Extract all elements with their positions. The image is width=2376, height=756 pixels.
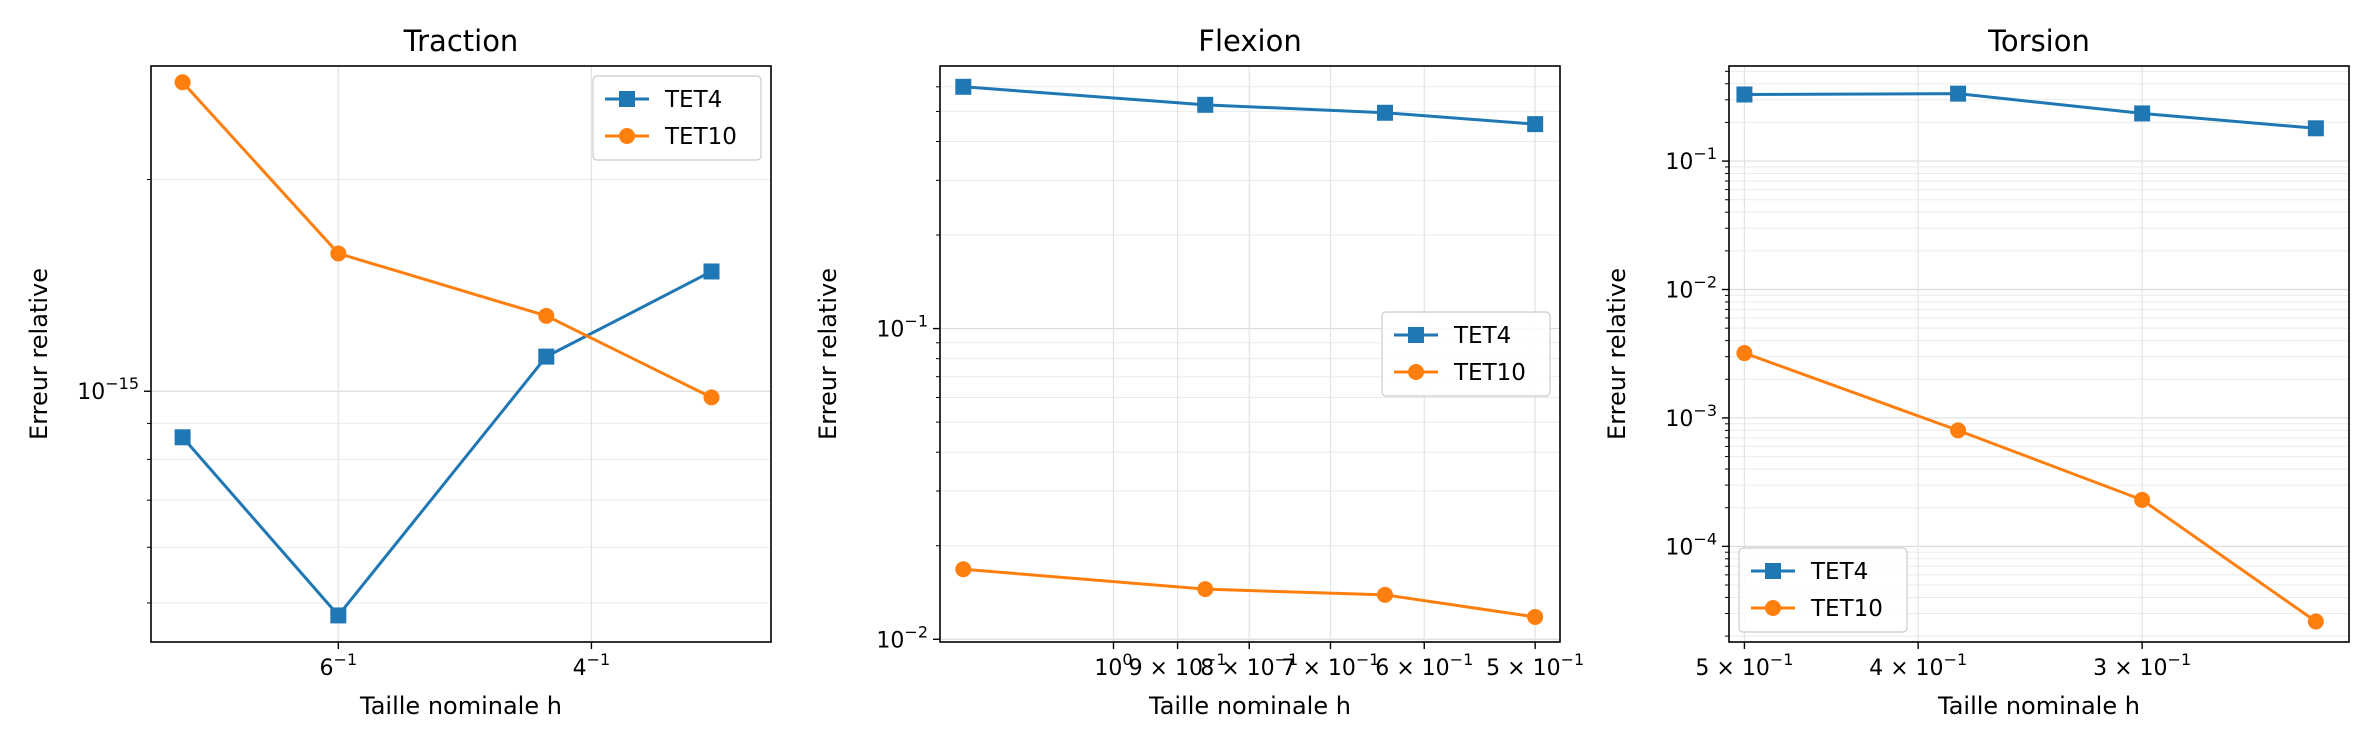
y-tick-label: 10−15 — [77, 374, 139, 405]
chart-title: Traction — [403, 24, 519, 58]
x-tick-label: 9 × 10−1 — [1129, 650, 1227, 681]
series-line-tet4 — [963, 85, 1536, 126]
legend-marker — [1765, 563, 1781, 579]
y-tick-label: 10−4 — [1665, 529, 1717, 560]
data-point-tet4 — [955, 78, 972, 95]
x-axis-label: Taille nominale h — [1937, 692, 2140, 720]
data-point-tet10 — [1197, 581, 1214, 598]
data-point-tet4 — [2307, 120, 2324, 137]
subplot-torsion: 5 × 10−1 4 × 10−1 3 × 10−1 10−4 10−3 10−2 10−1… — [1603, 24, 2350, 720]
y-tick-label: 10−1 — [1665, 144, 1717, 175]
subplot-traction: 6−1 4−1 10−15 Traction Taille nominale h Erre… — [25, 24, 772, 720]
y-tick-label: 10−1 — [876, 312, 928, 343]
y-axis-label: Erreur relative — [814, 268, 842, 440]
legend-marker — [619, 128, 635, 144]
series-line-tet4 — [1744, 92, 2316, 130]
chart-title: Flexion — [1198, 24, 1301, 58]
x-axis-label: Taille nominale h — [359, 692, 562, 720]
legend-label: TET10 — [1810, 596, 1883, 622]
y-axis-label: Erreur relative — [25, 268, 53, 440]
x-tick-label: 6−1 — [320, 650, 358, 681]
y-tick-label: 10−2 — [876, 622, 928, 653]
series-line-tet4 — [181, 270, 713, 618]
plot-frame — [939, 65, 1561, 643]
data-point-tet4 — [1376, 104, 1393, 121]
data-point-tet10 — [703, 389, 720, 406]
x-tick-label: 4 × 10−1 — [1869, 650, 1967, 681]
x-axis-label: Taille nominale h — [1148, 692, 1351, 720]
data-point-tet4 — [703, 263, 720, 280]
data-point-tet10 — [1527, 608, 1544, 625]
legend-label: TET10 — [664, 124, 737, 150]
y-axis-label: Erreur relative — [1603, 268, 1631, 440]
x-tick-label: 7 × 10−1 — [1281, 650, 1379, 681]
data-point-tet4 — [2134, 105, 2151, 122]
legend-label: TET4 — [664, 87, 722, 113]
data-point-tet4 — [174, 429, 191, 446]
data-point-tet10 — [330, 245, 347, 262]
series-line-tet10 — [1743, 351, 2317, 623]
x-tick-label: 5 × 10−1 — [1695, 650, 1793, 681]
legend-marker — [1765, 600, 1781, 616]
legend-label: TET10 — [1453, 360, 1526, 386]
data-point-tet10 — [538, 307, 555, 324]
data-point-tet10 — [1376, 586, 1393, 603]
data-point-tet10 — [1950, 422, 1967, 439]
legend: TET4 TET10 — [1738, 547, 1908, 633]
x-tick-label: 4−1 — [573, 650, 611, 681]
legend-marker — [619, 91, 635, 107]
series-line-tet10 — [181, 81, 713, 399]
legend-label: TET4 — [1810, 559, 1868, 585]
data-point-tet10 — [1736, 345, 1753, 362]
data-point-tet10 — [2307, 613, 2324, 630]
plot-frame — [150, 65, 772, 643]
legend: TET4 TET10 — [1381, 311, 1551, 397]
legend: TET4 TET10 — [592, 75, 762, 161]
y-tick-label: 10−3 — [1665, 401, 1717, 432]
legend-marker — [1408, 327, 1424, 343]
data-point-tet4 — [1527, 116, 1544, 133]
series-line-tet10 — [963, 567, 1536, 619]
data-point-tet10 — [174, 74, 191, 91]
plot-frame — [1728, 65, 2350, 643]
legend-label: TET4 — [1453, 323, 1511, 349]
x-tick-label: 6 × 10−1 — [1375, 650, 1473, 681]
y-tick-label: 10−2 — [1665, 273, 1717, 304]
x-tick-label: 100 — [1094, 650, 1132, 681]
x-tick-label: 5 × 10−1 — [1486, 650, 1584, 681]
x-tick-label: 3 × 10−1 — [2093, 650, 2191, 681]
x-tick-label: 8 × 10−1 — [1200, 650, 1298, 681]
data-point-tet4 — [1736, 86, 1753, 103]
data-point-tet4 — [1197, 96, 1214, 113]
chart-title: Torsion — [1987, 24, 2090, 58]
data-point-tet10 — [2134, 491, 2151, 508]
data-point-tet4 — [1950, 85, 1967, 102]
data-point-tet4 — [330, 607, 347, 624]
data-point-tet4 — [538, 348, 555, 365]
legend-marker — [1408, 364, 1424, 380]
data-point-tet10 — [955, 561, 972, 578]
